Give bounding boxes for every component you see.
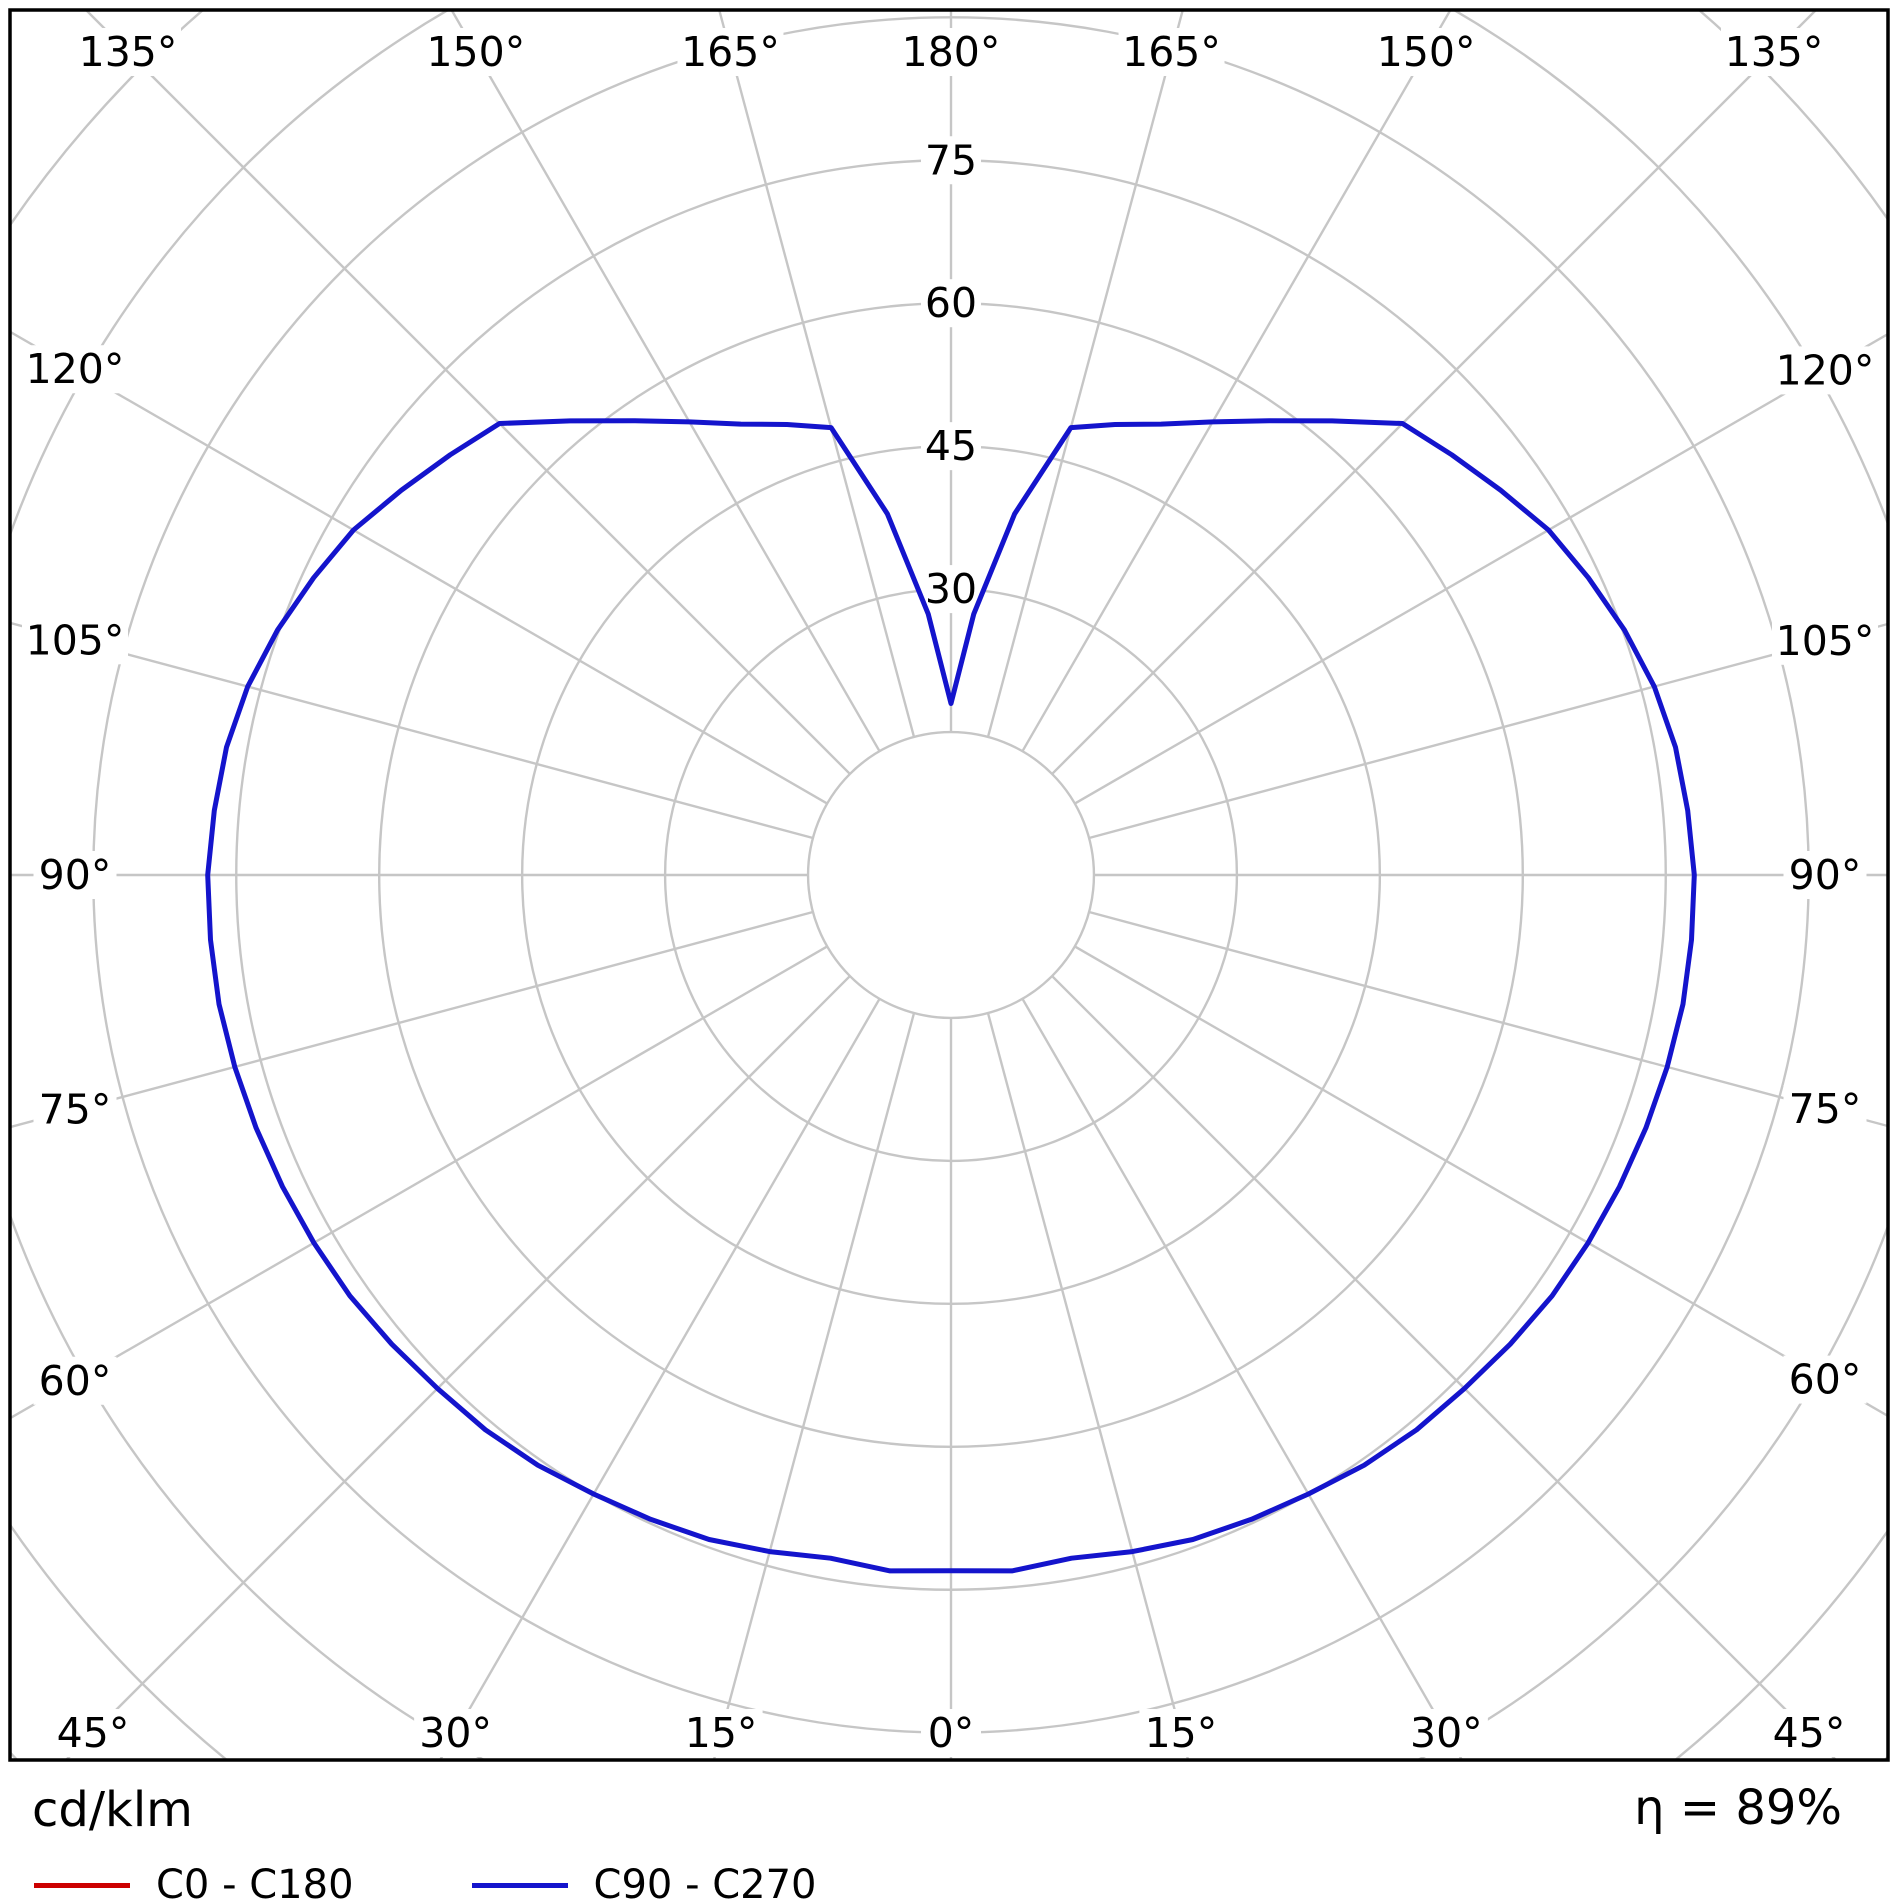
angle-label: 60° <box>1789 1356 1862 1404</box>
radial-tick-label: 75 <box>925 136 977 184</box>
legend-label-c0-c180: C0 - C180 <box>156 1862 354 1900</box>
radial-tick-label: 30 <box>925 565 977 613</box>
legend-line-red-icon <box>34 1882 130 1888</box>
angle-label: 30° <box>1410 1709 1483 1757</box>
polar-chart-canvas: 0° 15° 15° 30° 30° 45° 45° 60° 60° 75° 75° 90° 90° 10… <box>8 8 1890 1762</box>
legend-item-c90-c270: C90 - C270 <box>471 1862 817 1900</box>
angle-label: 120° <box>1776 346 1875 394</box>
angle-label: 75° <box>1789 1085 1862 1133</box>
angle-label: 105° <box>26 616 125 664</box>
plot-border <box>8 8 1890 1762</box>
angle-label: 90° <box>39 851 112 899</box>
unit-label: cd/klm <box>32 1782 193 1838</box>
legend-item-c0-c180: C0 - C180 <box>34 1862 354 1900</box>
angle-label: 30° <box>419 1709 492 1757</box>
polar-grid <box>10 10 1888 1760</box>
angle-label: 165° <box>681 28 780 76</box>
axis-labels: 0° 15° 15° 30° 30° 45° 45° 60° 60° 75° 75° 90° 90° 10… <box>22 28 1878 1757</box>
radial-tick-label: 45 <box>925 422 977 470</box>
angle-label: 165° <box>1122 28 1221 76</box>
angle-label: 150° <box>1377 28 1476 76</box>
angle-label: 15° <box>1145 1709 1218 1757</box>
angle-label: 0° <box>928 1709 975 1757</box>
angle-label: 60° <box>39 1357 112 1405</box>
angle-label: 45° <box>57 1709 130 1757</box>
angle-label: 45° <box>1773 1709 1846 1757</box>
radial-tick-label: 60 <box>925 279 977 327</box>
angle-label: 15° <box>685 1709 758 1757</box>
angle-label: 180° <box>902 28 1001 76</box>
legend-line-blue-icon <box>471 1882 568 1888</box>
angle-label: 90° <box>1789 851 1862 899</box>
angle-label: 135° <box>79 28 178 76</box>
angle-label: 135° <box>1725 28 1824 76</box>
legend: C0 - C180 C90 - C270 <box>34 1862 817 1900</box>
angle-label: 105° <box>1776 617 1875 665</box>
angle-label: 75° <box>39 1086 112 1134</box>
angle-label: 120° <box>26 345 125 393</box>
angle-label: 150° <box>426 28 525 76</box>
efficiency-value: η = 89% <box>1634 1780 1842 1836</box>
curve-c90-c270 <box>205 418 1697 1574</box>
legend-label-c90-c270: C90 - C270 <box>593 1862 817 1900</box>
